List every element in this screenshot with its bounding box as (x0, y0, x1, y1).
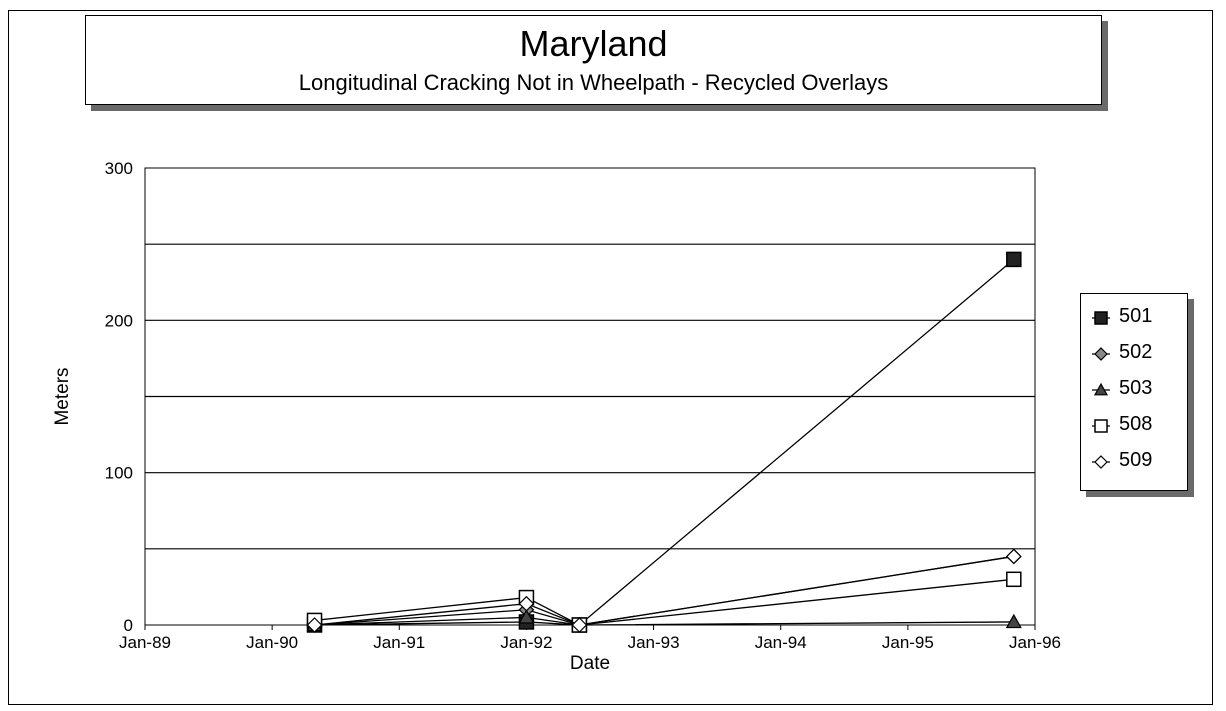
legend-item-503: 503 (1091, 374, 1185, 404)
data-point-509 (571, 617, 588, 633)
legend-marker-501 (1092, 311, 1110, 325)
x-tick-label: Jan-96 (1009, 633, 1061, 652)
data-point-509 (518, 595, 535, 612)
legend-symbol-508 (1094, 419, 1108, 433)
legend-symbol-501 (1094, 311, 1108, 325)
legend-label-503: 503 (1119, 377, 1153, 399)
series-line-508 (314, 578, 1014, 626)
data-point-509 (1005, 548, 1022, 565)
x-tick-label: Jan-93 (628, 633, 680, 652)
title-box: Maryland Longitudinal Cracking Not in Wh… (85, 15, 1102, 105)
legend-label-501: 501 (1119, 305, 1153, 327)
x-axis-title: Date (570, 653, 610, 674)
legend-marker-509 (1092, 455, 1110, 469)
chart-subtitle: Longitudinal Cracking Not in Wheelpath -… (298, 70, 889, 95)
legend-label-509: 509 (1119, 449, 1153, 471)
data-point-509 (306, 617, 323, 633)
legend-item-501: 501 (1091, 302, 1185, 332)
series-509 (306, 548, 1022, 633)
legend-symbol-502 (1094, 347, 1108, 361)
data-point-503 (1005, 613, 1022, 629)
x-tick-label: Jan-89 (119, 633, 171, 652)
series-line-509 (314, 555, 1014, 626)
legend-item-509: 509 (1091, 446, 1185, 476)
series-line-503 (314, 616, 1014, 626)
legend-item-502: 502 (1091, 338, 1185, 368)
data-point-503 (518, 609, 535, 624)
chart-frame (8, 10, 1213, 705)
x-tick-label: Jan-94 (755, 633, 807, 652)
data-point-508 (1006, 571, 1022, 588)
y-tick-label: 300 (105, 159, 133, 178)
legend: 501 502 503 508 509 (1080, 293, 1188, 491)
data-point-501 (1006, 251, 1022, 268)
chart-title: Maryland (519, 23, 668, 64)
legend-symbol-509 (1094, 455, 1108, 469)
series-line-501 (314, 258, 1015, 626)
y-tick-label: 0 (124, 616, 133, 635)
legend-marker-503 (1092, 382, 1110, 396)
legend-symbol-503 (1093, 382, 1109, 396)
y-tick-label: 100 (105, 464, 133, 483)
y-tick-label: 200 (105, 311, 133, 330)
x-tick-label: Jan-95 (882, 633, 934, 652)
legend-label-508: 508 (1119, 413, 1153, 435)
y-axis-title: Meters (52, 367, 73, 425)
legend-marker-508 (1092, 419, 1110, 433)
x-tick-label: Jan-90 (246, 633, 298, 652)
legend-marker-502 (1092, 347, 1110, 361)
x-tick-label: Jan-92 (500, 633, 552, 652)
legend-label-502: 502 (1119, 341, 1153, 363)
x-tick-label: Jan-91 (373, 633, 425, 652)
legend-item-508: 508 (1091, 410, 1185, 440)
